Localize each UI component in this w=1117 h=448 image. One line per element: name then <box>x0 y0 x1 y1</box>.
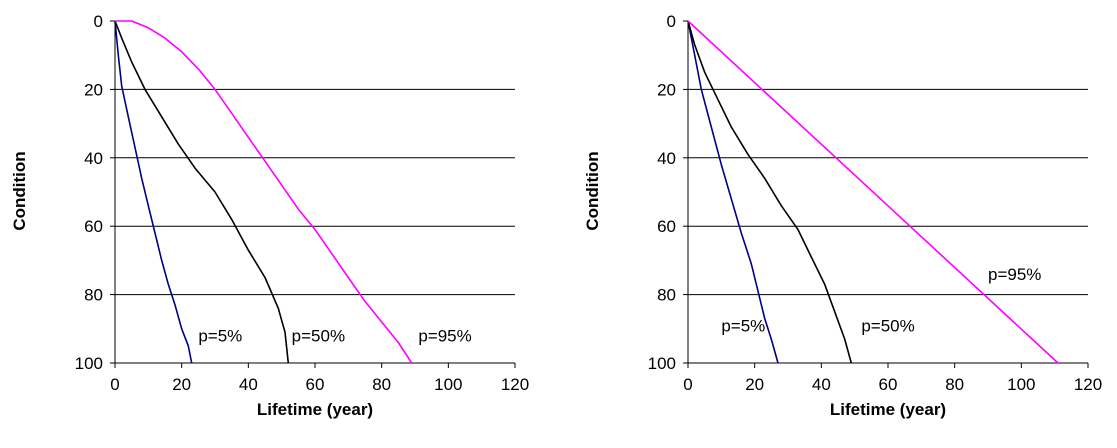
y-tick-label: 40 <box>84 149 103 168</box>
x-tick-label: 20 <box>745 375 764 394</box>
y-tick-label: 80 <box>84 286 103 305</box>
series-annotation: p=5% <box>721 316 765 335</box>
y-tick-label: 100 <box>648 354 676 373</box>
x-tick-label: 100 <box>1007 375 1035 394</box>
y-tick-label: 60 <box>657 217 676 236</box>
y-tick-label: 0 <box>667 12 676 31</box>
series-line-1 <box>114 20 290 364</box>
x-tick-label: 80 <box>945 375 964 394</box>
x-tick-label: 60 <box>306 375 325 394</box>
series-line-0 <box>687 20 779 364</box>
series-annotation: p=50% <box>292 327 345 346</box>
x-tick-label: 100 <box>434 375 462 394</box>
x-tick-label: 0 <box>110 375 119 394</box>
x-tick-label: 120 <box>501 375 529 394</box>
x-tick-label: 60 <box>879 375 898 394</box>
y-tick-label: 80 <box>657 286 676 305</box>
series-line-0 <box>114 20 193 364</box>
x-axis-title: Lifetime (year) <box>830 400 946 419</box>
y-tick-label: 40 <box>657 149 676 168</box>
y-tick-label: 20 <box>657 80 676 99</box>
y-tick-label: 0 <box>94 12 103 31</box>
y-tick-label: 100 <box>75 354 103 373</box>
x-tick-label: 0 <box>683 375 692 394</box>
series-line-1 <box>687 20 853 364</box>
x-tick-label: 40 <box>812 375 831 394</box>
series-annotation: p=95% <box>988 265 1041 284</box>
x-tick-label: 20 <box>172 375 191 394</box>
series-annotation: p=50% <box>861 316 914 335</box>
x-tick-label: 120 <box>1074 375 1102 394</box>
series-annotation: p=95% <box>418 327 471 346</box>
y-tick-label: 20 <box>84 80 103 99</box>
chart-right: 0 20 40 60 80 100 0 20 40 60 80 100 120 Lifetime (yea… <box>583 12 1102 419</box>
chart-left: 0 20 40 60 80 100 0 20 40 60 80 100 120 Lifetime (yea… <box>10 12 529 419</box>
x-tick-label: 80 <box>372 375 391 394</box>
series-annotation: p=5% <box>198 327 242 346</box>
y-axis-title: Condition <box>10 151 29 230</box>
series-line-2 <box>115 20 413 364</box>
series-line-2 <box>687 20 1059 364</box>
x-axis-title: Lifetime (year) <box>257 400 373 419</box>
y-axis-title: Condition <box>583 151 602 230</box>
y-tick-label: 60 <box>84 217 103 236</box>
x-tick-label: 40 <box>239 375 258 394</box>
